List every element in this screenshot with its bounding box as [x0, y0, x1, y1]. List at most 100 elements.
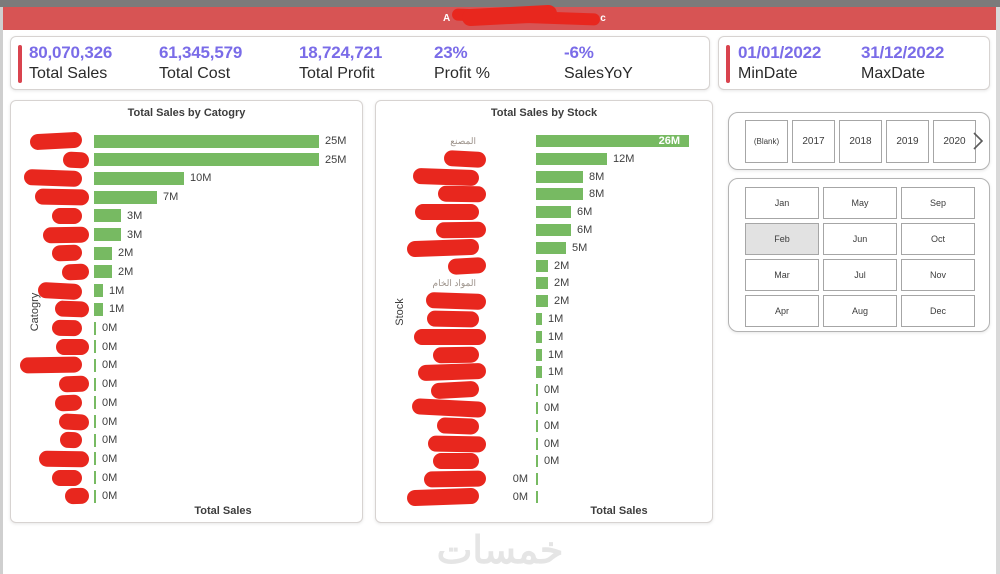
- bar[interactable]: [94, 209, 121, 223]
- kpi-item: 18,724,721 Total Profit: [299, 42, 382, 84]
- bar[interactable]: [94, 471, 96, 485]
- bar[interactable]: [94, 228, 121, 241]
- bar[interactable]: [536, 152, 607, 165]
- kpi-label: Total Cost: [159, 65, 231, 82]
- month-button-may[interactable]: May: [823, 187, 897, 219]
- bar[interactable]: [94, 452, 96, 466]
- kpi-value: 18,724,721: [299, 43, 383, 62]
- redaction-scribble: [64, 488, 90, 505]
- redaction-scribble: [23, 169, 83, 188]
- bar[interactable]: [94, 433, 96, 447]
- bar[interactable]: [536, 402, 538, 414]
- bar[interactable]: [536, 295, 548, 308]
- bar[interactable]: [536, 224, 571, 236]
- bar[interactable]: [94, 265, 112, 279]
- bar-value-label: 0M: [102, 471, 118, 484]
- year-slicer-buttons: (Blank) 2017 2018 2019 2020: [745, 120, 976, 163]
- bar[interactable]: [536, 206, 571, 219]
- bar[interactable]: [536, 259, 548, 272]
- bar[interactable]: [94, 284, 103, 298]
- month-button-sep[interactable]: Sep: [901, 187, 975, 219]
- month-button-mar[interactable]: Mar: [745, 259, 819, 291]
- month-button-feb[interactable]: Feb: [745, 223, 819, 255]
- bar[interactable]: [94, 321, 96, 335]
- bar[interactable]: [94, 302, 103, 316]
- kpi-item: 80,070,326 Total Sales: [29, 42, 112, 84]
- bar-value-label: 26M: [658, 135, 680, 147]
- month-button-aug[interactable]: Aug: [823, 295, 897, 327]
- year-button-2018[interactable]: 2018: [839, 120, 882, 163]
- bar[interactable]: [536, 313, 542, 325]
- month-button-jan[interactable]: Jan: [745, 187, 819, 219]
- kpi-item: 23% Profit %: [434, 42, 490, 84]
- month-button-oct[interactable]: Oct: [901, 223, 975, 255]
- bar-value-label: 5M: [572, 241, 588, 254]
- redaction-scribble: [432, 346, 480, 363]
- bar[interactable]: [536, 277, 548, 290]
- bar-value-label: 2M: [118, 247, 134, 260]
- x-axis-title: Total Sales: [590, 505, 648, 517]
- x-axis-title: Total Sales: [194, 505, 252, 517]
- bar-value-label: 1M: [109, 284, 125, 297]
- bar-value-label: 0M: [102, 490, 118, 503]
- kpi-item: 61,345,579 Total Cost: [159, 42, 242, 84]
- bar[interactable]: [94, 396, 96, 410]
- kpi-value: 23%: [434, 43, 468, 62]
- redaction-scribble: [58, 375, 90, 393]
- bar[interactable]: [94, 246, 112, 260]
- bar[interactable]: [536, 348, 542, 361]
- redaction-scribble: [417, 363, 487, 382]
- bar[interactable]: [536, 366, 542, 379]
- bar-value-label: 1M: [548, 348, 564, 361]
- bar[interactable]: [536, 330, 542, 343]
- bar[interactable]: [536, 170, 583, 183]
- bar-value-label: 2M: [554, 259, 570, 272]
- bar[interactable]: [536, 241, 566, 254]
- year-button-2019[interactable]: 2019: [886, 120, 929, 163]
- redaction-scribble: [406, 487, 480, 507]
- bar-value-label: 7M: [163, 191, 179, 204]
- bar[interactable]: [536, 455, 538, 468]
- month-button-dec[interactable]: Dec: [901, 295, 975, 327]
- kpi-value: 80,070,326: [29, 43, 113, 62]
- month-button-jul[interactable]: Jul: [823, 259, 897, 291]
- bar[interactable]: [536, 473, 538, 486]
- bar[interactable]: [94, 153, 319, 167]
- year-button-2017[interactable]: 2017: [792, 120, 835, 163]
- bar-value-label: 2M: [554, 277, 570, 290]
- bar-value-label: 6M: [577, 224, 593, 236]
- bar[interactable]: [94, 415, 96, 428]
- bar[interactable]: [94, 358, 96, 372]
- redaction-scribble: [427, 435, 487, 453]
- redaction-scribble: [436, 417, 480, 435]
- bar[interactable]: [536, 188, 583, 201]
- bar[interactable]: [94, 377, 96, 391]
- kpi-item: 31/12/2022 MaxDate: [861, 42, 944, 84]
- bar[interactable]: [94, 190, 157, 204]
- bar-value-label: 8M: [589, 188, 605, 201]
- month-button-nov[interactable]: Nov: [901, 259, 975, 291]
- kpi-label: SalesYoY: [564, 65, 633, 82]
- bar[interactable]: [536, 135, 689, 147]
- bar[interactable]: [536, 437, 538, 450]
- year-button-blank[interactable]: (Blank): [745, 120, 788, 163]
- bar[interactable]: [94, 171, 184, 185]
- bar[interactable]: [536, 384, 538, 397]
- year-slicer-next-button[interactable]: [972, 130, 984, 152]
- bar[interactable]: [536, 491, 538, 503]
- bar[interactable]: [94, 489, 96, 503]
- bar[interactable]: [94, 340, 96, 354]
- bar[interactable]: [536, 419, 538, 432]
- bar-value-label: 0M: [102, 359, 118, 372]
- bar-value-label: 8M: [589, 170, 605, 183]
- bar-value-label: 0M: [102, 340, 118, 353]
- month-button-jun[interactable]: Jun: [823, 223, 897, 255]
- month-button-apr[interactable]: Apr: [745, 295, 819, 327]
- report-header-bar: A c: [3, 4, 996, 30]
- year-button-2020[interactable]: 2020: [933, 120, 976, 163]
- redaction-scribble: [426, 310, 480, 328]
- chart-total-sales-by-category: Total Sales by Catogry Catogry 25M 25M 10M…: [10, 100, 363, 523]
- redaction-scribble: [51, 319, 83, 337]
- bar[interactable]: [94, 134, 319, 148]
- kpi-label: Profit %: [434, 65, 491, 82]
